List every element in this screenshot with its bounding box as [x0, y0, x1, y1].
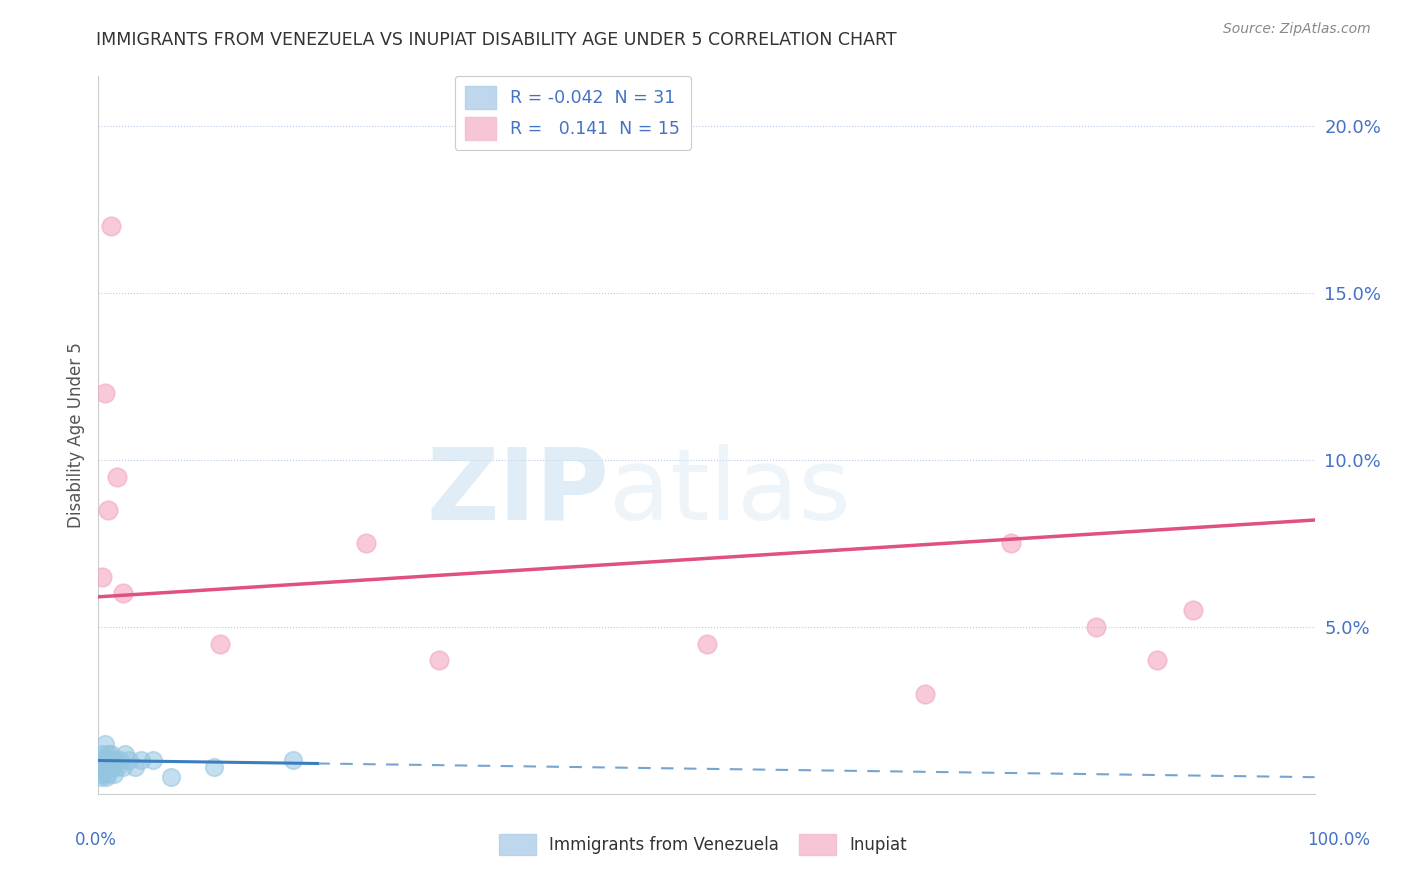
Point	[696, 637, 718, 651]
Text: 100.0%: 100.0%	[1308, 831, 1369, 849]
Point	[98, 754, 121, 768]
Point	[1146, 653, 1168, 667]
Point	[91, 760, 114, 774]
Point	[100, 747, 122, 761]
Point	[93, 760, 115, 774]
Point	[100, 219, 122, 233]
Point	[105, 469, 128, 483]
Point	[110, 754, 132, 768]
Point	[91, 767, 114, 781]
Point	[97, 747, 120, 761]
Point	[105, 760, 128, 774]
Point	[97, 503, 120, 517]
Text: 0.0%: 0.0%	[75, 831, 117, 849]
Text: atlas: atlas	[609, 444, 851, 541]
Point	[91, 747, 114, 761]
Point	[101, 754, 124, 768]
Point	[427, 653, 450, 667]
Point	[91, 570, 114, 584]
Text: IMMIGRANTS FROM VENEZUELA VS INUPIAT DISABILITY AGE UNDER 5 CORRELATION CHART: IMMIGRANTS FROM VENEZUELA VS INUPIAT DIS…	[96, 31, 896, 49]
Point	[129, 754, 152, 768]
Point	[1000, 536, 1022, 550]
Point	[1182, 603, 1205, 617]
Point	[93, 737, 115, 751]
Point	[160, 770, 183, 784]
Text: Source: ZipAtlas.com: Source: ZipAtlas.com	[1223, 22, 1371, 37]
Point	[91, 754, 114, 768]
Point	[89, 760, 111, 774]
Point	[111, 760, 134, 774]
Point	[90, 754, 112, 768]
Point	[94, 770, 117, 784]
Point	[104, 754, 127, 768]
Point	[124, 760, 146, 774]
Point	[96, 760, 118, 774]
Point	[94, 754, 117, 768]
Point	[914, 687, 936, 701]
Point	[354, 536, 377, 550]
Point	[103, 767, 125, 781]
Point	[209, 637, 232, 651]
Text: ZIP: ZIP	[426, 444, 609, 541]
Point	[1084, 620, 1107, 634]
Point	[90, 770, 112, 784]
Point	[93, 386, 115, 401]
Legend: Immigrants from Venezuela, Inupiat: Immigrants from Venezuela, Inupiat	[492, 828, 914, 862]
Point	[118, 754, 141, 768]
Point	[97, 767, 120, 781]
Point	[202, 760, 225, 774]
Point	[111, 586, 134, 600]
Point	[114, 747, 136, 761]
Legend: R = -0.042  N = 31, R =   0.141  N = 15: R = -0.042 N = 31, R = 0.141 N = 15	[454, 76, 690, 150]
Point	[281, 754, 304, 768]
Point	[142, 754, 165, 768]
Y-axis label: Disability Age Under 5: Disability Age Under 5	[66, 342, 84, 528]
Point	[101, 760, 124, 774]
